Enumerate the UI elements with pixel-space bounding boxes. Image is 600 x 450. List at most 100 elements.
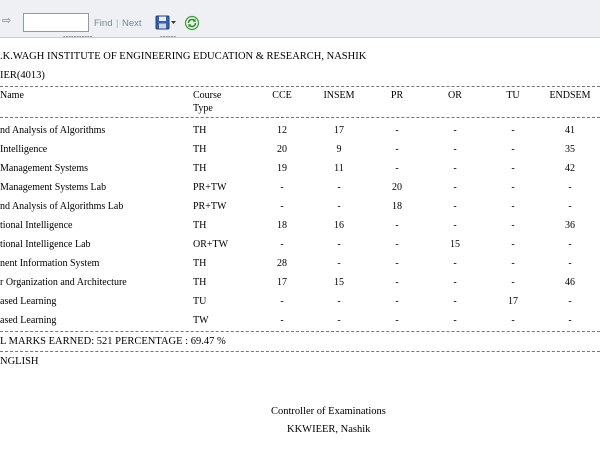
tu-marks: - — [511, 163, 515, 174]
or-marks: - — [453, 258, 457, 269]
col-header-endsem: ENDSEM — [549, 90, 591, 101]
insem-marks: - — [337, 315, 341, 326]
pr-marks: - — [395, 163, 399, 174]
insem-marks: 15 — [334, 277, 344, 288]
insem-marks: - — [337, 258, 341, 269]
refresh-icon[interactable] — [184, 15, 200, 31]
endsem-marks: 35 — [565, 144, 575, 155]
pr-marks: - — [395, 125, 399, 136]
course-name: r Organization and Architecture — [0, 277, 127, 288]
clipped-header-text: ----------- — [63, 32, 93, 37]
course-name: tional Intelligence — [0, 220, 73, 231]
insem-marks: 9 — [336, 144, 342, 155]
controller-title: Controller of Examinations — [271, 406, 386, 417]
course-type: TH — [193, 144, 207, 155]
cce-marks: - — [280, 201, 284, 212]
tu-marks: - — [511, 144, 515, 155]
or-marks: - — [453, 163, 457, 174]
insem-marks: - — [337, 201, 341, 212]
insem-marks: - — [337, 296, 341, 307]
table-row: Management Systems TH 19 11 - - - 42 — [0, 163, 600, 181]
course-type: TU — [193, 296, 207, 307]
tu-marks: - — [511, 201, 515, 212]
insem-marks: 16 — [334, 220, 344, 231]
pr-marks: - — [395, 296, 399, 307]
cce-marks: - — [280, 182, 284, 193]
table-row: nd Analysis of Algorithms Lab PR+TW - - 18 - -… — [0, 201, 600, 219]
pr-marks: - — [395, 277, 399, 288]
or-marks: - — [453, 315, 457, 326]
insem-marks: - — [337, 239, 341, 250]
navigate-arrow-icon[interactable]: ⇨ — [2, 15, 12, 27]
controller-place: KKWIEER, Nashik — [287, 424, 371, 435]
tu-marks: 17 — [508, 296, 518, 307]
clipped-header-text: ------ — [160, 32, 176, 37]
table-row: Management Systems Lab PR+TW - - 20 - - - — [0, 182, 600, 200]
endsem-marks: - — [568, 315, 572, 326]
cce-marks: - — [280, 315, 284, 326]
cce-marks: - — [280, 239, 284, 250]
insem-marks: 17 — [334, 125, 344, 136]
total-marks-line: L MARKS EARNED: 521 PERCENTAGE : 69.47 % — [0, 336, 226, 347]
find-next-link[interactable]: Next — [122, 18, 142, 29]
endsem-marks: - — [568, 201, 572, 212]
endsem-marks: 42 — [565, 163, 575, 174]
tu-marks: - — [511, 258, 515, 269]
pr-marks: - — [395, 315, 399, 326]
course-name: Management Systems — [0, 163, 89, 174]
tu-marks: - — [511, 239, 515, 250]
course-type: TH — [193, 125, 207, 136]
cce-marks: - — [280, 296, 284, 307]
course-type: TH — [193, 258, 207, 269]
or-marks: - — [453, 125, 457, 136]
course-name: nd Analysis of Algorithms Lab — [0, 201, 124, 212]
table-row: ased Learning TW - - - - - - — [0, 315, 600, 333]
report-viewer-toolbar: ⇨ Find | Next ----------- ------ — [0, 0, 600, 38]
tu-marks: - — [511, 220, 515, 231]
table-row: nd Analysis of Algorithms TH 12 17 - - - 41 — [0, 125, 600, 143]
course-type: OR+TW — [193, 239, 229, 250]
pr-marks: 20 — [392, 182, 402, 193]
insem-marks: - — [337, 182, 341, 193]
or-marks: - — [453, 182, 457, 193]
cce-marks: 19 — [277, 163, 287, 174]
course-type: PR+TW — [193, 182, 227, 193]
or-marks: 15 — [450, 239, 460, 250]
tu-marks: - — [511, 315, 515, 326]
course-type: TH — [193, 163, 207, 174]
export-save-icon[interactable] — [155, 15, 177, 31]
course-name: Management Systems Lab — [0, 182, 107, 193]
pr-marks: 18 — [392, 201, 402, 212]
col-header-or: OR — [448, 90, 462, 101]
medium-language: NGLISH — [0, 356, 39, 367]
cce-marks: 20 — [277, 144, 287, 155]
endsem-marks: - — [568, 258, 572, 269]
col-header-pr: PR — [390, 90, 404, 101]
course-type: TW — [193, 315, 209, 326]
or-marks: - — [453, 220, 457, 231]
cce-marks: 17 — [277, 277, 287, 288]
cce-marks: 18 — [277, 220, 287, 231]
col-header-course-type-line2: Type — [193, 103, 213, 114]
col-header-cce: CCE — [272, 90, 292, 101]
table-bottom-divider — [0, 331, 600, 332]
course-name: ased Learning — [0, 296, 57, 307]
find-text-input[interactable] — [23, 13, 89, 32]
toolbar-separator: | — [116, 18, 119, 29]
col-header-course-type: Course — [193, 90, 222, 101]
course-name: Intelligence — [0, 144, 48, 155]
course-name: ased Learning — [0, 315, 57, 326]
find-link[interactable]: Find — [94, 18, 113, 29]
endsem-marks: 41 — [565, 125, 575, 136]
table-row: r Organization and Architecture TH 17 15 - - -… — [0, 277, 600, 295]
table-row: nent Information System TH 28 - - - - - — [0, 258, 600, 276]
semester-code: IER(4013) — [0, 70, 45, 81]
or-marks: - — [453, 277, 457, 288]
col-header-tu: TU — [506, 90, 520, 101]
endsem-marks: 36 — [565, 220, 575, 231]
course-type: PR+TW — [193, 201, 227, 212]
table-header-divider — [0, 117, 600, 118]
col-header-name: Name — [0, 90, 24, 101]
course-name: tional Intelligence Lab — [0, 239, 91, 250]
course-name: nent Information System — [0, 258, 100, 269]
